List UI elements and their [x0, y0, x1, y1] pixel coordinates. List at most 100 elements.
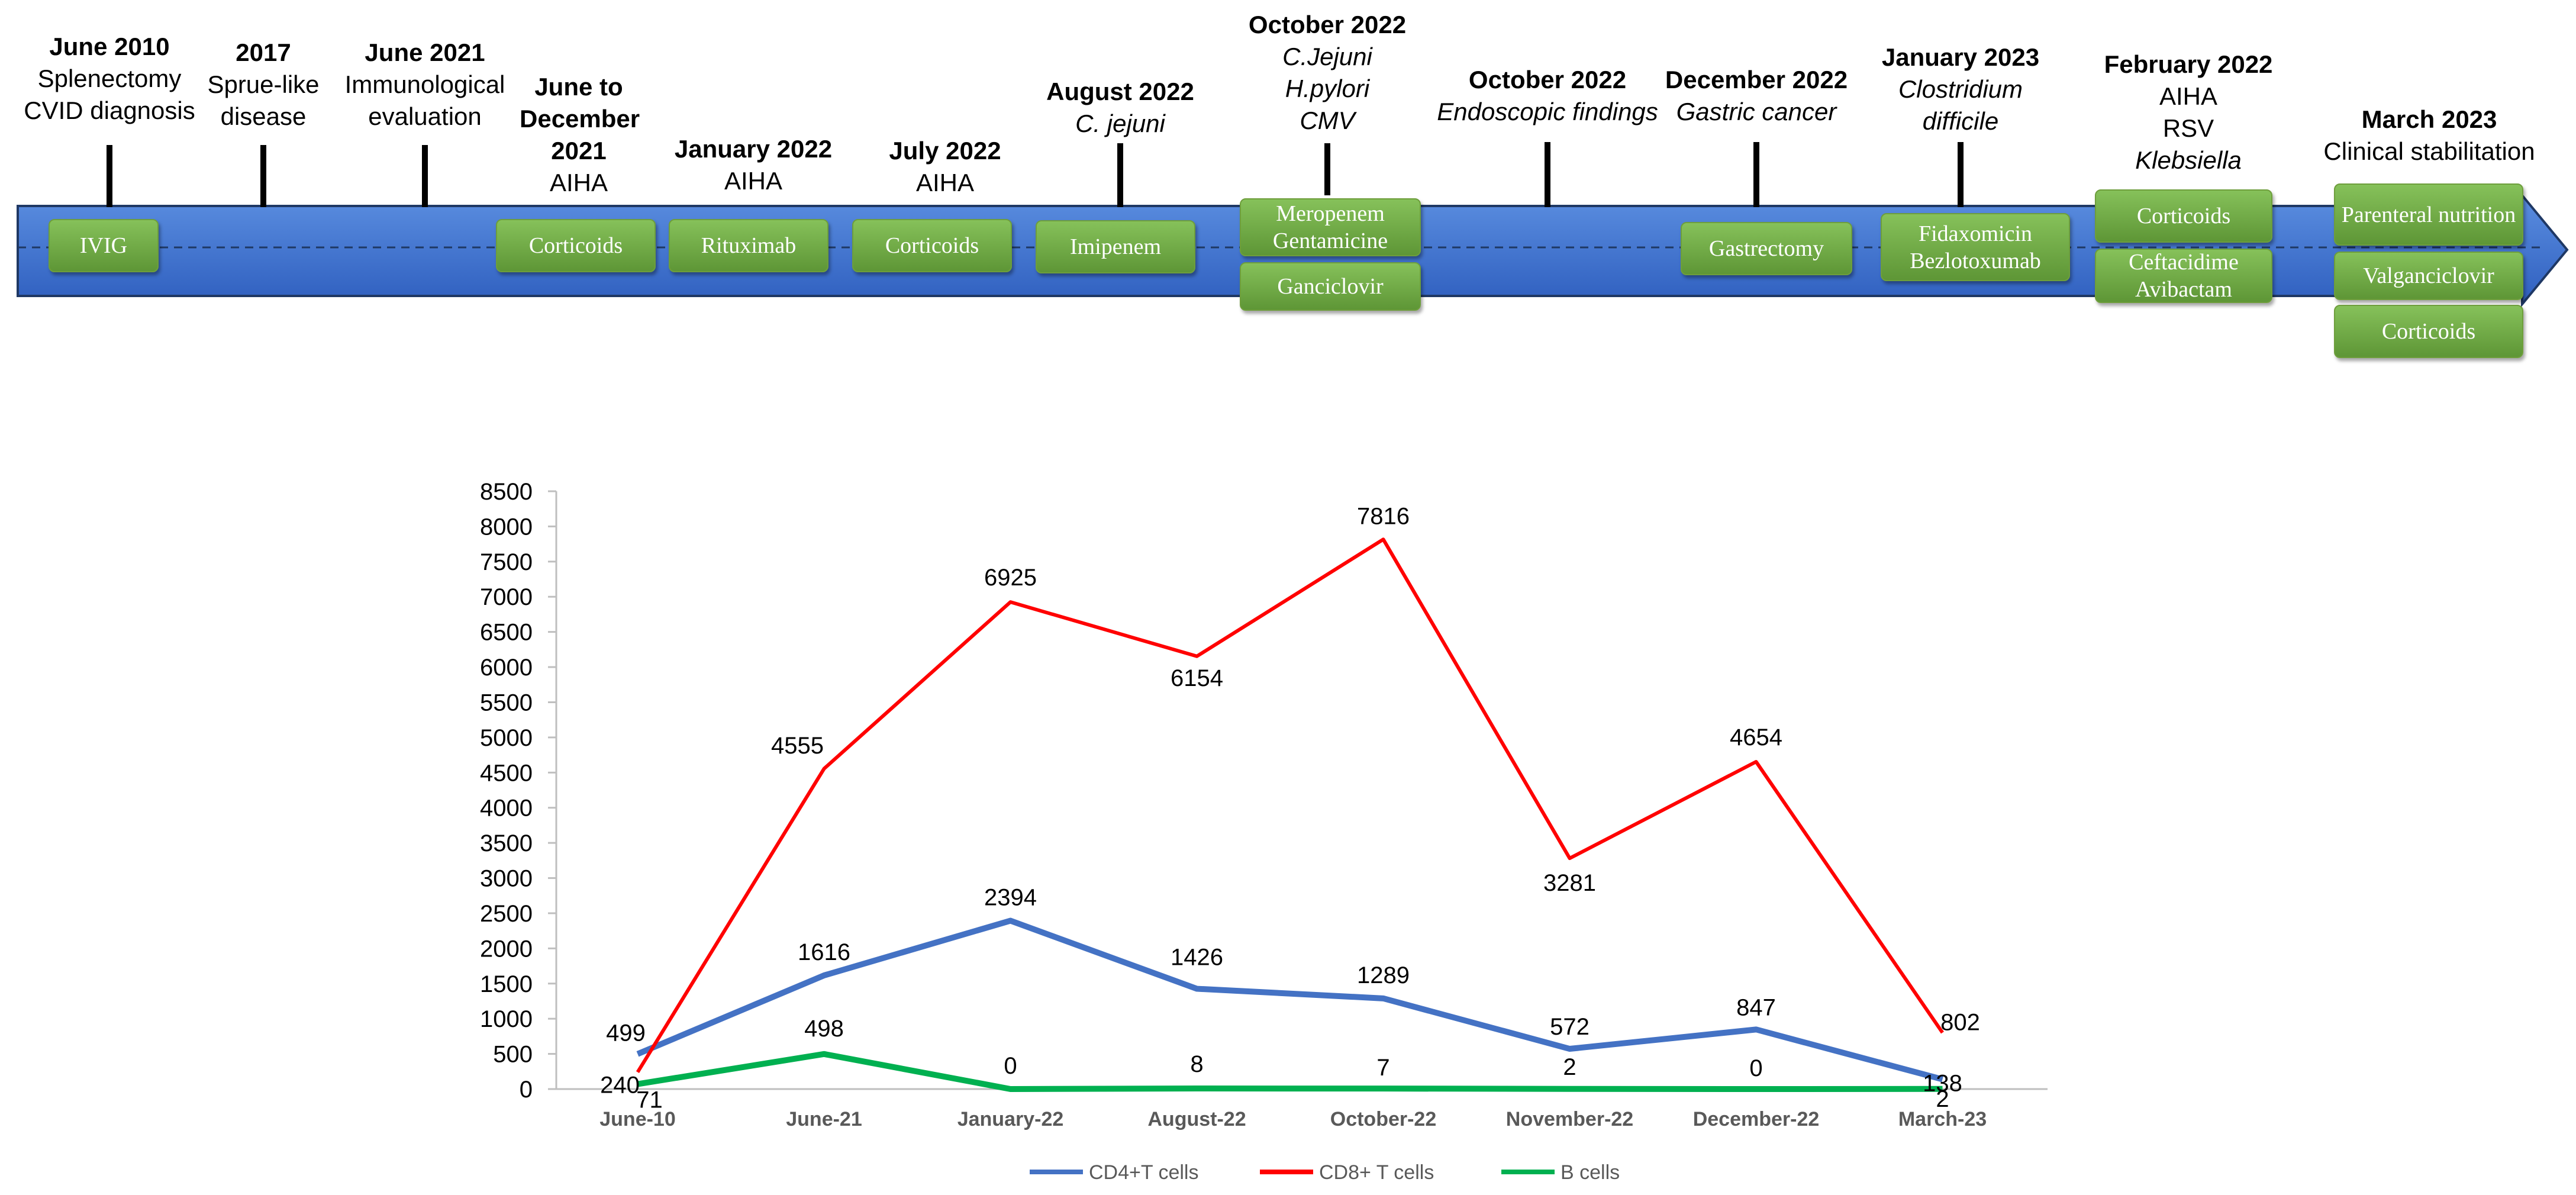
x-tick-label: December-22: [1693, 1108, 1820, 1130]
x-tick-label: January-22: [957, 1108, 1064, 1130]
event-description: CVID diagnosis: [24, 96, 195, 124]
timeline-tick: [422, 145, 428, 207]
x-tick-label: August-22: [1147, 1108, 1246, 1130]
data-label: 498: [804, 1016, 844, 1042]
treatment-box: Fidaxomicin Bezlotoxumab: [1881, 213, 2070, 281]
timeline-tick: [1117, 143, 1123, 207]
timeline-event: March 2023 Clinical stabilitation: [2323, 104, 2535, 168]
treatment-box: IVIG: [49, 219, 159, 272]
treatment-box: Gastrectomy: [1681, 222, 1852, 275]
timeline-event: December 2022 Gastric cancer: [1665, 64, 1848, 128]
event-description: AIHA: [915, 169, 975, 197]
series-line: [636, 537, 1944, 1074]
x-tick-label: November-22: [1506, 1108, 1633, 1130]
data-label: 1289: [1357, 962, 1410, 988]
treatment-box: Corticoids: [496, 219, 656, 272]
event-description: RSV: [2162, 114, 2214, 142]
y-tick-label: 8000: [480, 514, 533, 540]
timeline-event: July 2022 AIHA: [889, 135, 1001, 199]
x-tick-label: June-10: [599, 1108, 676, 1130]
legend-label: CD8+ T cells: [1319, 1161, 1434, 1184]
event-description: Endoscopic findings: [1437, 98, 1658, 125]
data-label: 1616: [798, 939, 850, 965]
timeline-event: June 2010 Splenectomy CVID diagnosis: [24, 31, 195, 127]
event-date: June to December 2021: [520, 73, 640, 165]
event-description: Sprue-like: [207, 70, 320, 98]
event-date: June 2010: [49, 33, 170, 60]
event-date: March 2023: [2361, 105, 2497, 133]
event-description: CMV: [1300, 107, 1355, 134]
event-date: August 2022: [1046, 78, 1194, 105]
event-date: February 2022: [2104, 50, 2273, 78]
y-tick-label: 3000: [480, 866, 533, 892]
data-label: 240: [600, 1072, 640, 1098]
series-line: [636, 917, 1943, 1083]
event-description: disease: [220, 102, 307, 130]
timeline-tick: [260, 145, 266, 207]
event-description: C. jejuni: [1075, 109, 1165, 137]
timeline-event: January 2022 AIHA: [675, 133, 832, 197]
data-label: 1426: [1171, 945, 1223, 971]
event-description: Klebsiella: [2135, 146, 2242, 174]
y-tick-label: 7500: [480, 549, 533, 575]
treatment-box: Corticoids: [2095, 189, 2272, 243]
treatment-box: Meropenem Gentamicine: [1240, 198, 1421, 256]
y-tick-label: 8500: [480, 479, 533, 505]
event-description: Gastric cancer: [1676, 98, 1837, 125]
treatment-box: Valganciclovir: [2334, 252, 2523, 300]
treatment-box: Parenteral nutrition: [2334, 183, 2523, 246]
y-tick-label: 3500: [480, 830, 533, 856]
timeline: June 2010 Splenectomy CVID diagnosis 2017 Sp…: [0, 0, 2576, 391]
event-date: January 2023: [1881, 43, 2040, 71]
y-tick-label: 6000: [480, 655, 533, 681]
y-tick-label: 4500: [480, 760, 533, 786]
data-label: 2: [1936, 1086, 1949, 1112]
timeline-tick: [1545, 142, 1550, 207]
treatment-box: Imipenem: [1036, 220, 1195, 273]
event-date: July 2022: [889, 137, 1001, 165]
treatment-box: Corticoids: [852, 219, 1012, 272]
y-tick-label: 2500: [480, 901, 533, 927]
y-tick-label: 5500: [480, 690, 533, 716]
event-date: December 2022: [1665, 66, 1848, 94]
data-label: 4555: [771, 733, 824, 759]
treatment-box: Corticoids: [2334, 305, 2523, 358]
event-description: Clostridium: [1898, 75, 2023, 103]
treatment-box: Ceftacidime Avibactam: [2095, 249, 2272, 303]
event-description: AIHA: [549, 169, 608, 197]
timeline-event: August 2022 C. jejuni: [1046, 76, 1194, 140]
y-tick-label: 7000: [480, 584, 533, 610]
data-label: 4654: [1730, 724, 1782, 751]
event-description: AIHA: [2159, 82, 2218, 110]
cell-count-line-chart: 0 500 1000 1500 2000 2500 3000 3500 4000 4500 5000…: [480, 479, 2048, 1184]
timeline-tick: [1753, 142, 1759, 207]
data-label: 7: [1376, 1055, 1389, 1081]
event-date: January 2022: [674, 135, 833, 163]
data-label: 7816: [1357, 503, 1410, 529]
timeline-event: January 2023 Clostridium difficile: [1882, 41, 2039, 137]
timeline-event: 2017 Sprue-like disease: [207, 37, 319, 133]
series-line: [637, 1051, 1943, 1092]
data-label: 8: [1190, 1051, 1203, 1077]
timeline-event: June to December 2021 AIHA: [520, 71, 640, 199]
event-description: Clinical stabilitation: [2323, 137, 2535, 165]
event-description: Immunological: [344, 70, 505, 98]
timeline-event: June 2021 Immunological evaluation: [345, 37, 505, 133]
x-tick-label: October-22: [1330, 1108, 1437, 1130]
data-label: 71: [636, 1087, 663, 1113]
x-tick-label: June-21: [786, 1108, 862, 1130]
event-date: June 2021: [365, 38, 485, 66]
event-description: Splenectomy: [37, 65, 182, 92]
data-label: 2: [1563, 1054, 1576, 1080]
timeline-tick: [1958, 142, 1964, 207]
y-tick-label: 2000: [480, 936, 533, 962]
data-label: 847: [1736, 994, 1776, 1020]
y-tick-label: 5000: [480, 725, 533, 751]
event-date: October 2022: [1468, 66, 1627, 94]
data-label: 572: [1550, 1014, 1590, 1040]
data-label: 3281: [1543, 870, 1596, 896]
data-label: 0: [1749, 1055, 1762, 1081]
event-date: 2017: [236, 38, 291, 66]
data-label: 138: [1923, 1071, 1962, 1097]
legend-label: CD4+T cells: [1089, 1161, 1199, 1184]
